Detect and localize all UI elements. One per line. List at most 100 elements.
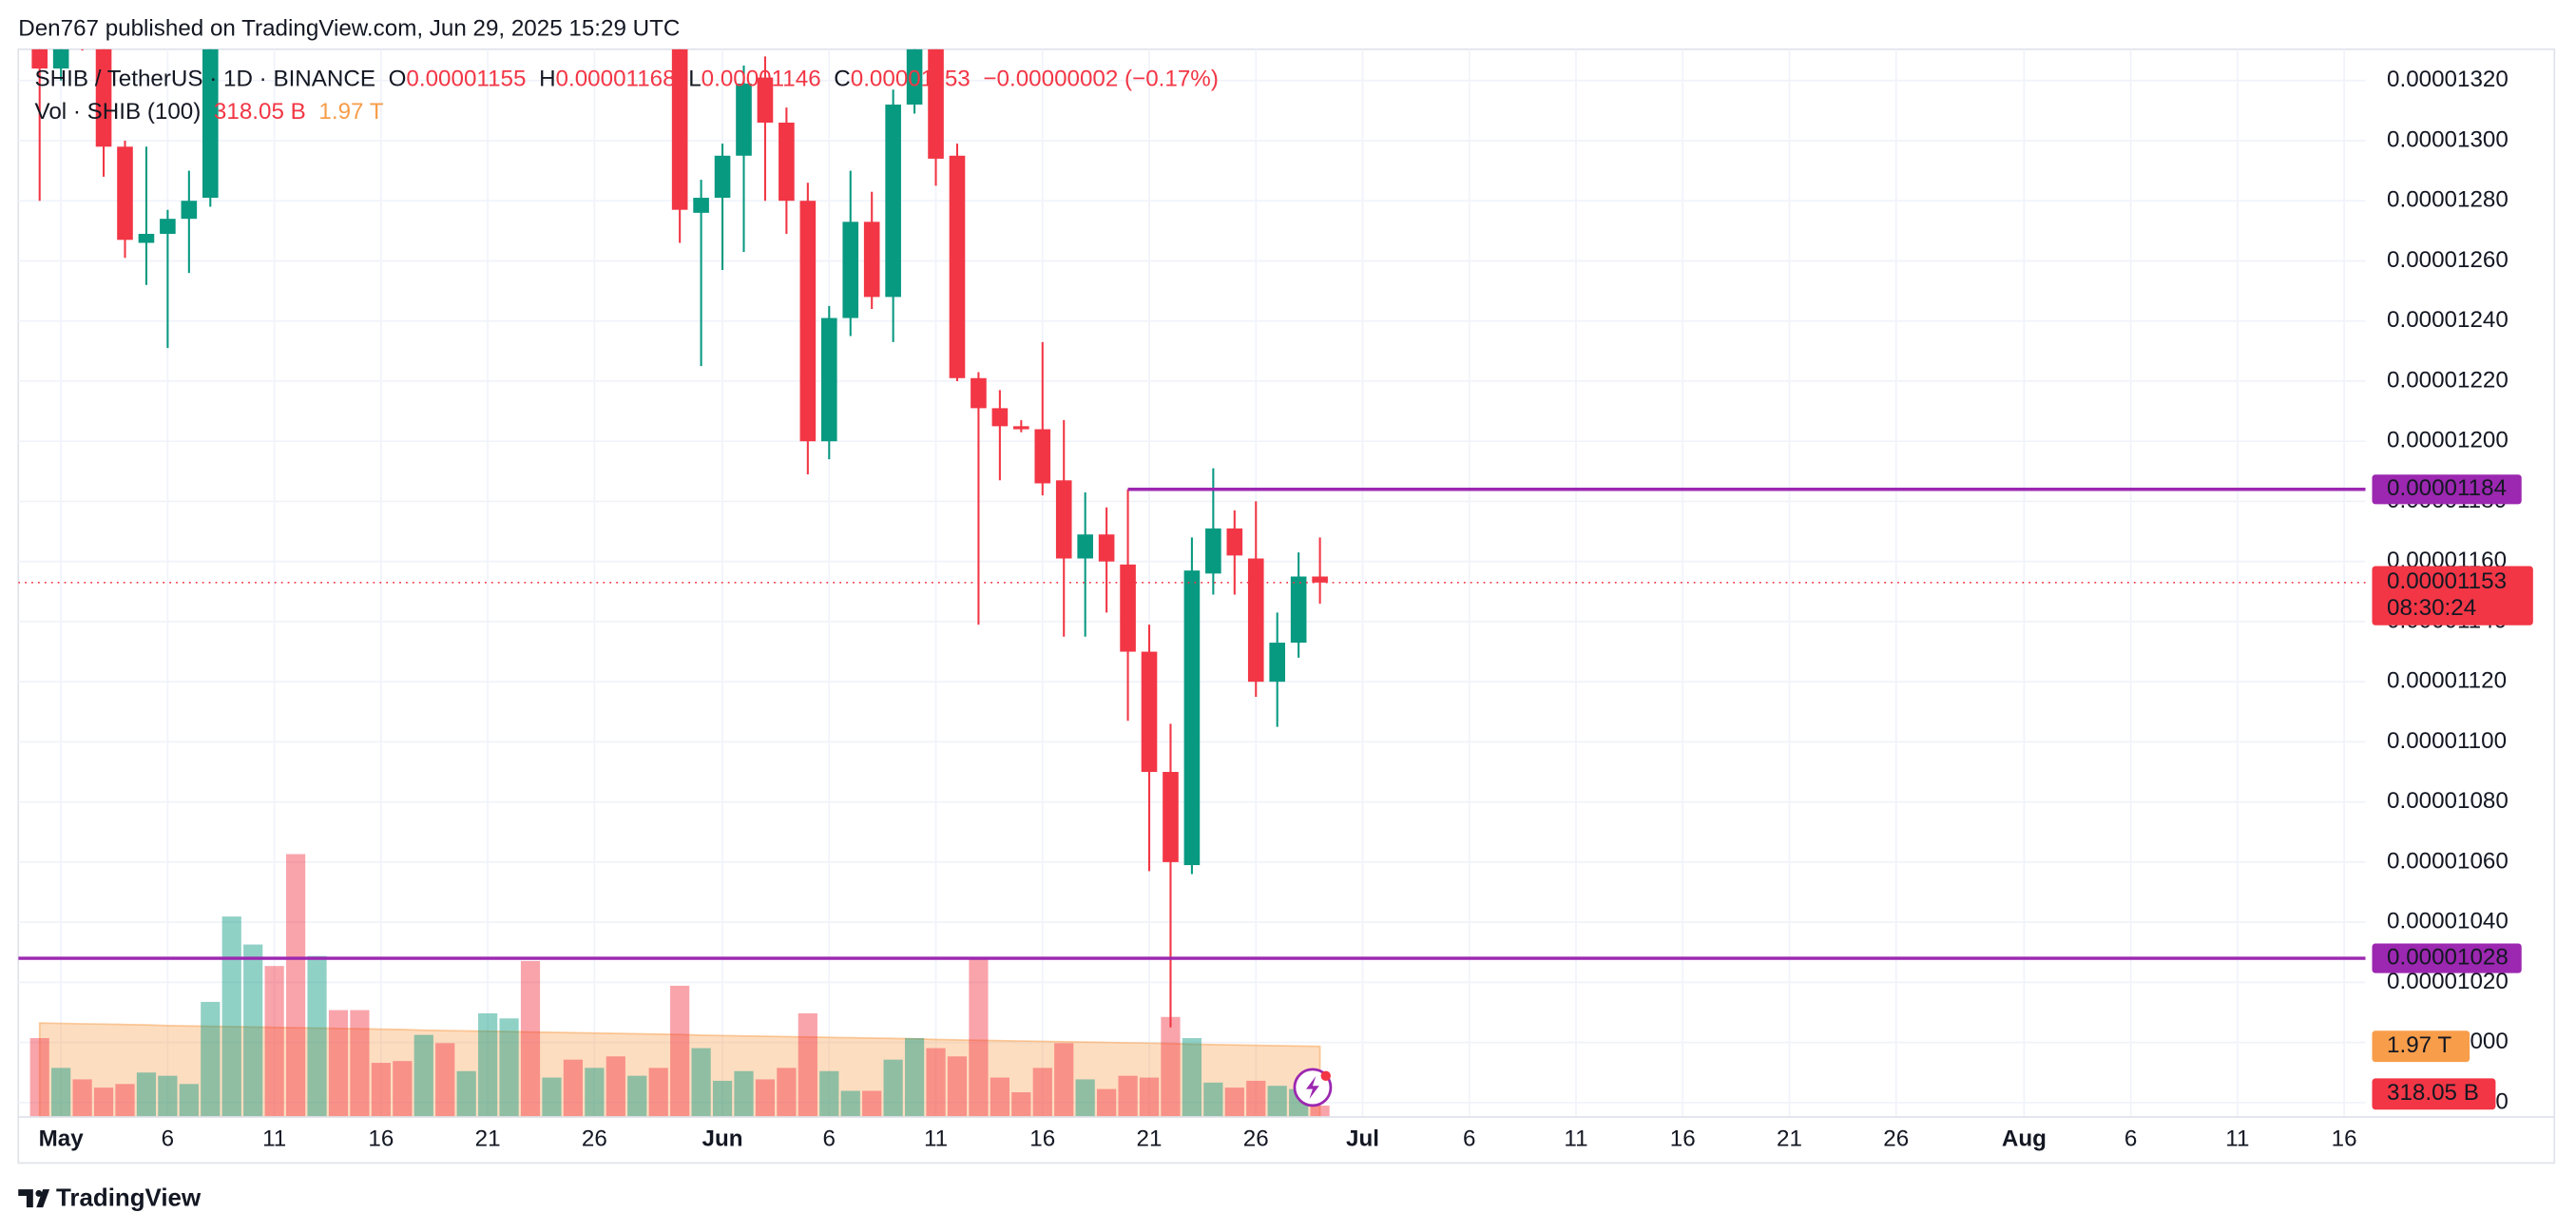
candle-body (799, 201, 817, 442)
y-tick-label: 0.00001200 (2387, 428, 2509, 453)
ohlc-value: 0.00001155 (406, 67, 526, 92)
candle-body (160, 219, 176, 234)
volume-bar (670, 985, 690, 1118)
volume-bar (542, 1077, 562, 1118)
volume-bar (585, 1068, 605, 1118)
volume-bar (883, 1059, 903, 1118)
volume-bar (51, 1068, 71, 1118)
candle-body (842, 221, 859, 318)
volume-bar (969, 959, 989, 1118)
volume-bar (179, 1084, 199, 1118)
y-tick-label: 0.00001060 (2387, 848, 2509, 874)
x-tick-label: Jun (702, 1126, 743, 1152)
legend-line: SHIB / TetherUS · 1D · BINANCE O0.000011… (35, 67, 1219, 92)
x-tick-label: May (39, 1126, 85, 1152)
volume-bar (520, 960, 541, 1118)
candle-body (1141, 651, 1158, 773)
volume-bar (1161, 1016, 1181, 1118)
volume-bar (350, 1010, 370, 1118)
candle-body (1013, 426, 1029, 430)
horizontal-line-label-box (2372, 474, 2522, 505)
candle-body (1034, 429, 1051, 484)
candle-body (863, 221, 880, 298)
volume-bar (947, 1056, 968, 1118)
y-tick-label: 0.00001220 (2387, 367, 2509, 393)
y-tick-label: 0.00001280 (2387, 187, 2509, 213)
volume-bar (777, 1068, 797, 1118)
volume-bar (904, 1038, 925, 1118)
change: −0.00000002 (−0.17%) (983, 67, 1218, 92)
candle-body (928, 48, 944, 159)
candle-body (117, 146, 133, 241)
candle-body (181, 201, 198, 220)
volume-legend: Vol · SHIB (100) 318.05 B 1.97 T (35, 100, 384, 125)
volume-bar (1267, 1086, 1287, 1118)
publisher-line: Den767 published on TradingView.com, Jun… (18, 15, 680, 41)
volume-axis-label: 1.97 T (2387, 1032, 2451, 1058)
x-tick-label: 26 (1883, 1126, 1909, 1152)
candle-body (1312, 576, 1328, 583)
candle-body (736, 83, 752, 156)
x-tick-label: 16 (1670, 1126, 1696, 1152)
volume-bar (264, 966, 284, 1118)
x-tick-label: 11 (1564, 1126, 1587, 1152)
volume-value: 318.05 B (214, 100, 306, 125)
volume-bar (1246, 1080, 1266, 1118)
ohlc-key: O (389, 67, 407, 92)
volume-bar (499, 1018, 519, 1118)
volume-bar (328, 1010, 349, 1118)
candle-body (671, 48, 688, 210)
volume-bar (93, 1088, 114, 1118)
volume-bar (1139, 1077, 1160, 1118)
candle-body (885, 105, 901, 298)
symbol: SHIB / TetherUS · 1D · BINANCE (35, 67, 375, 92)
volume-bar (115, 1084, 135, 1118)
y-tick-label: 0.00001120 (2387, 668, 2507, 694)
volume-bar (1118, 1075, 1138, 1118)
x-tick-label: 6 (2124, 1126, 2137, 1152)
x-tick-label: 6 (162, 1126, 174, 1152)
volume-bar (798, 1013, 817, 1118)
volume-title: Vol · SHIB (100) (35, 100, 202, 125)
volume-bar (755, 1079, 776, 1118)
volume-pane (29, 854, 1330, 1118)
volume-bar (136, 1072, 157, 1118)
volume-bar (627, 1075, 647, 1118)
x-tick-label: 21 (1137, 1126, 1163, 1152)
candle-body (31, 48, 48, 69)
ohlc-value: 0.00001168 (556, 67, 676, 92)
horizontal-line-label-box (2372, 943, 2522, 973)
ohlc-value: 0.00001146 (702, 67, 821, 92)
ohlc-value: 0.00001153 (851, 67, 971, 92)
volume-bar (456, 1070, 476, 1118)
candle-body (202, 48, 219, 199)
volume-bar (648, 1068, 668, 1118)
price-label-box (2372, 566, 2533, 626)
candle-body (138, 233, 155, 243)
y-tick-label: 0.00001080 (2387, 788, 2509, 814)
candle-body (1163, 772, 1179, 862)
volume-bar (1203, 1082, 1223, 1118)
candle-body (1055, 480, 1072, 559)
candle-body (1077, 534, 1093, 559)
volume-bar (862, 1090, 882, 1118)
brand: TradingView (56, 1184, 202, 1211)
volume-ma-area (38, 1022, 1321, 1118)
volume-bar (1011, 1092, 1031, 1118)
y-tick-label: 0.00001240 (2387, 307, 2509, 333)
volume-bar (1075, 1079, 1095, 1118)
horizontal-line-label: 0.00001184 (2387, 475, 2507, 501)
x-tick-label: 21 (475, 1126, 501, 1152)
candle-body (95, 48, 112, 147)
volume-bar (29, 1038, 49, 1118)
x-tick-label: Jul (1346, 1126, 1379, 1152)
volume-bar (307, 955, 327, 1118)
volume-axis-label-box (2372, 1078, 2496, 1110)
price-pane (18, 48, 2366, 1028)
x-tick-label: Aug (2002, 1126, 2047, 1152)
x-tick-label: 11 (262, 1126, 286, 1152)
price-label: 0.00001153 (2387, 568, 2507, 594)
volume-bar (990, 1077, 1009, 1118)
